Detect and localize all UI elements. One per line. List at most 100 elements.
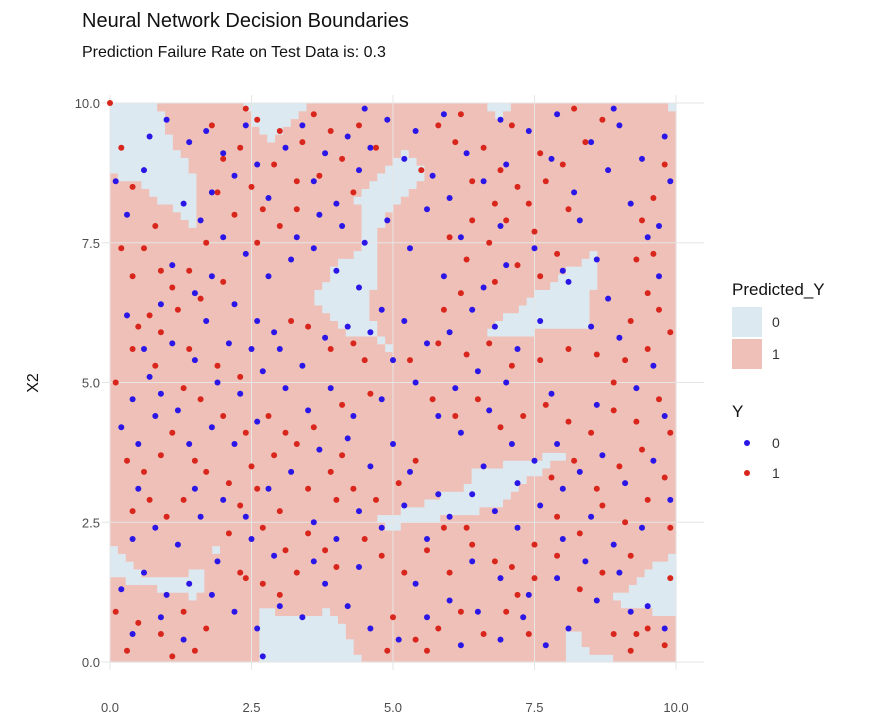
region-cell-1: [605, 297, 614, 306]
region-cell-1: [227, 242, 237, 252]
region-cell-0: [565, 312, 575, 321]
region-cell-1: [282, 227, 292, 236]
region-cell-1: [479, 157, 488, 166]
region-cell-1: [251, 568, 260, 578]
region-cell-1: [495, 530, 504, 539]
region-cell-1: [125, 382, 135, 391]
region-cell-1: [345, 196, 355, 205]
region-cell-1: [534, 374, 543, 384]
region-cell-1: [290, 188, 300, 197]
region-cell-1: [526, 273, 536, 283]
region-cell-1: [141, 475, 150, 485]
region-cell-1: [534, 203, 543, 213]
region-cell-1: [565, 351, 575, 360]
region-cell-1: [558, 599, 567, 609]
region-cell-1: [267, 498, 276, 508]
region-cell-1: [471, 405, 481, 415]
region-cell-1: [369, 630, 378, 640]
region-cell-1: [400, 118, 410, 127]
region-cell-1: [117, 607, 127, 617]
region-cell-0: [141, 134, 150, 143]
region-cell-1: [534, 553, 543, 562]
region-cell-1: [620, 537, 630, 547]
region-cell-1: [558, 234, 567, 244]
region-cell-1: [361, 126, 371, 135]
region-cell-1: [306, 297, 315, 306]
region-cell-1: [149, 343, 158, 353]
region-cell-1: [455, 584, 465, 593]
region-cell-1: [432, 211, 441, 221]
region-cell-1: [117, 436, 127, 446]
region-cell-1: [157, 103, 166, 112]
region-cell-1: [243, 638, 253, 648]
region-cell-1: [220, 561, 229, 570]
region-cell-1: [432, 530, 441, 539]
region-cell-1: [565, 227, 575, 236]
region-cell-1: [165, 281, 174, 290]
region-cell-1: [345, 250, 355, 259]
region-cell-1: [432, 281, 441, 290]
region-cell-1: [337, 553, 347, 562]
region-cell-0: [133, 157, 143, 166]
region-cell-1: [345, 615, 355, 624]
region-cell-1: [267, 258, 276, 267]
region-cell-1: [337, 126, 347, 135]
region-cell-1: [125, 607, 135, 617]
region-cell-1: [518, 584, 528, 593]
region-cell-1: [196, 188, 205, 197]
region-cell-1: [495, 312, 504, 321]
region-cell-1: [251, 234, 260, 244]
region-cell-1: [393, 258, 402, 267]
region-cell-1: [117, 188, 127, 197]
region-cell-1: [408, 553, 418, 562]
region-cell-1: [644, 537, 654, 547]
region-cell-1: [487, 436, 496, 446]
region-cell-1: [597, 211, 606, 221]
region-cell-1: [204, 180, 213, 189]
region-cell-1: [471, 429, 481, 438]
region-cell-0: [510, 328, 520, 337]
region-cell-1: [510, 110, 520, 120]
region-cell-1: [165, 444, 174, 453]
region-cell-1: [165, 328, 174, 337]
region-cell-1: [432, 429, 441, 438]
region-cell-1: [479, 390, 488, 399]
region-cell-1: [196, 219, 205, 228]
region-cell-1: [117, 289, 127, 298]
region-cell-1: [589, 126, 598, 135]
region-cell-1: [188, 382, 198, 391]
region-cell-1: [440, 312, 449, 321]
region-cell-1: [597, 110, 606, 120]
region-cell-1: [620, 118, 630, 127]
region-cell-1: [235, 281, 245, 290]
region-cell-0: [110, 165, 119, 174]
region-cell-1: [455, 615, 465, 624]
region-cell-1: [220, 630, 229, 640]
region-cell-1: [597, 203, 606, 213]
region-cell-1: [534, 630, 543, 640]
region-cell-1: [597, 646, 606, 655]
region-cell-1: [408, 561, 418, 570]
region-cell-1: [479, 188, 488, 197]
region-cell-1: [605, 514, 614, 523]
region-cell-0: [290, 615, 300, 624]
region-cell-1: [141, 429, 150, 438]
region-cell-1: [385, 561, 394, 570]
region-cell-1: [282, 592, 292, 601]
region-cell-1: [471, 343, 481, 353]
region-cell-1: [125, 390, 135, 399]
region-cell-1: [605, 553, 614, 562]
region-cell-1: [613, 390, 622, 399]
region-cell-1: [620, 297, 630, 306]
region-cell-0: [337, 304, 347, 314]
region-cell-0: [408, 172, 418, 182]
region-cell-1: [298, 172, 308, 182]
region-cell-1: [534, 654, 543, 663]
region-cell-1: [220, 188, 229, 197]
region-cell-0: [573, 638, 583, 648]
region-cell-1: [432, 242, 441, 252]
region-cell-1: [432, 234, 441, 244]
region-cell-1: [149, 196, 158, 205]
region-cell-1: [322, 250, 331, 259]
region-cell-1: [628, 343, 638, 353]
